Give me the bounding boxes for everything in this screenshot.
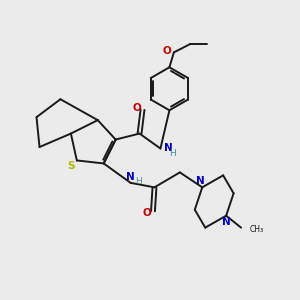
Text: N: N <box>196 176 205 186</box>
Text: O: O <box>132 103 141 113</box>
Text: H: H <box>169 149 176 158</box>
Text: S: S <box>68 161 75 171</box>
Text: N: N <box>164 143 173 153</box>
Text: O: O <box>142 208 151 218</box>
Text: N: N <box>126 172 134 182</box>
Text: N: N <box>222 217 230 227</box>
Text: O: O <box>163 46 172 56</box>
Text: H: H <box>136 177 142 186</box>
Text: CH₃: CH₃ <box>249 225 264 234</box>
